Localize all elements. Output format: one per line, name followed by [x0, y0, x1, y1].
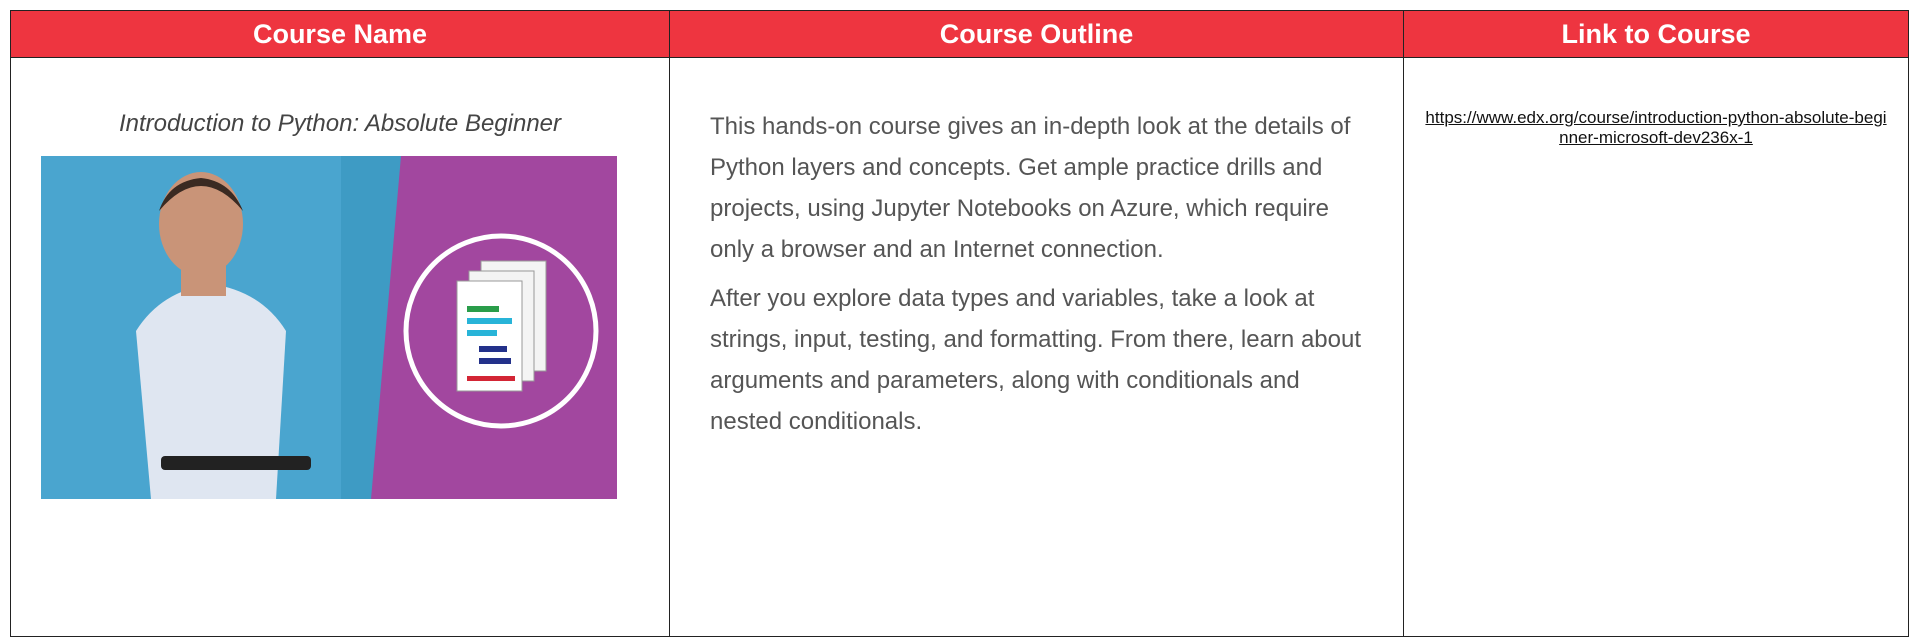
course-image	[41, 156, 617, 499]
course-name: Introduction to Python: Absolute Beginne…	[118, 110, 562, 137]
outline-cell: This hands-on course gives an in-depth l…	[669, 57, 1404, 637]
course-outline: This hands-on course gives an in-depth l…	[670, 58, 1403, 442]
name-cell: Introduction to Python: Absolute Beginne…	[10, 57, 670, 637]
course-row: Introduction to Python: Absolute Beginne…	[10, 57, 1909, 637]
course-link[interactable]: https://www.edx.org/course/introduction-…	[1425, 108, 1887, 147]
course-table: Course Name Course Outline Link to Cours…	[10, 10, 1909, 637]
header-row: Course Name Course Outline Link to Cours…	[10, 10, 1909, 58]
column-header: Link to Course	[1403, 10, 1909, 58]
outline-paragraph: After you explore data types and variabl…	[710, 285, 1361, 435]
column-header: Course Name	[10, 10, 670, 58]
column-header: Course Outline	[669, 10, 1404, 58]
outline-paragraph: This hands-on course gives an in-depth l…	[710, 113, 1351, 263]
link-cell: https://www.edx.org/course/introduction-…	[1403, 57, 1909, 637]
